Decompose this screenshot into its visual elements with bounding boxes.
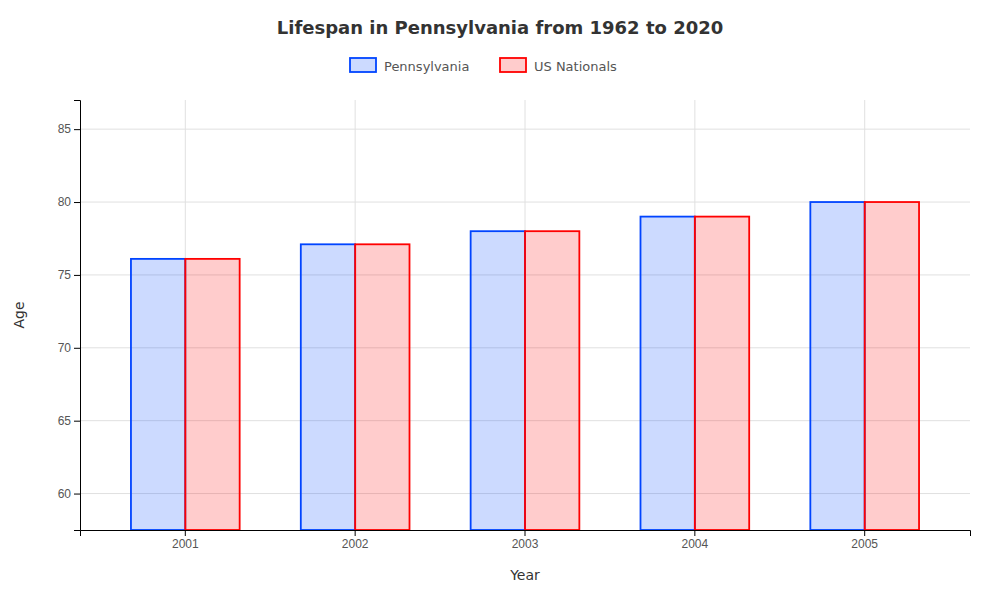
y-tick: 70 bbox=[58, 341, 80, 355]
y-tick-mark bbox=[74, 275, 80, 276]
legend-item: US Nationals bbox=[500, 58, 617, 74]
y-tick-mark bbox=[74, 202, 80, 203]
bar bbox=[355, 244, 409, 530]
x-tick: 2005 bbox=[851, 530, 878, 551]
x-tick-mark bbox=[355, 530, 356, 536]
x-axis: 2001 2002 2003 2004 2005 bbox=[81, 530, 971, 551]
y-tick: 60 bbox=[58, 487, 80, 501]
x-tick: 2001 bbox=[172, 530, 199, 551]
y-tick-label: 85 bbox=[58, 122, 72, 136]
legend-label: US Nationals bbox=[534, 59, 617, 74]
x-tick-mark bbox=[864, 530, 865, 536]
legend-swatch bbox=[350, 58, 376, 72]
legend-swatch bbox=[500, 58, 526, 72]
x-axis-title: Year bbox=[509, 567, 540, 583]
x-tick-label: 2003 bbox=[512, 537, 539, 551]
bar bbox=[525, 231, 579, 530]
y-tick-label: 60 bbox=[58, 487, 72, 501]
y-tick-label: 80 bbox=[58, 195, 72, 209]
x-tick: 2004 bbox=[681, 530, 708, 551]
y-axis: 60 65 70 75 80 85 bbox=[58, 101, 81, 531]
y-tick: 85 bbox=[58, 122, 80, 136]
grid bbox=[80, 100, 970, 530]
chart-svg: 2001 2002 2003 2004 2005 60 65 70 75 80 85 Year Age L… bbox=[0, 0, 1000, 600]
plot: 2001 2002 2003 2004 2005 60 65 70 75 80 85 bbox=[58, 100, 971, 551]
x-tick: 2002 bbox=[342, 530, 369, 551]
y-tick-mark bbox=[74, 494, 80, 495]
y-axis-title: Age bbox=[11, 301, 27, 328]
bar bbox=[131, 259, 185, 530]
bar-series bbox=[185, 202, 919, 530]
y-tick-label: 65 bbox=[58, 414, 72, 428]
x-tick-label: 2004 bbox=[681, 537, 708, 551]
legend-item: Pennsylvania bbox=[350, 58, 469, 74]
y-tick: 75 bbox=[58, 268, 80, 282]
bar bbox=[301, 244, 355, 530]
y-tick: 65 bbox=[58, 414, 80, 428]
y-tick-mark bbox=[74, 421, 80, 422]
x-tick-label: 2001 bbox=[172, 537, 199, 551]
x-tick-label: 2005 bbox=[851, 537, 878, 551]
x-tick: 2003 bbox=[512, 530, 539, 551]
y-tick-mark bbox=[74, 129, 80, 130]
x-tick-mark bbox=[525, 530, 526, 536]
bars bbox=[131, 202, 919, 530]
bar bbox=[640, 217, 694, 530]
chart-container: 2001 2002 2003 2004 2005 60 65 70 75 80 85 Year Age L… bbox=[0, 0, 1000, 600]
x-tick-label: 2002 bbox=[342, 537, 369, 551]
title: Lifespan in Pennsylvania from 1962 to 20… bbox=[277, 17, 723, 38]
y-tick-mark bbox=[74, 348, 80, 349]
legend: Pennsylvania US Nationals bbox=[350, 58, 617, 74]
x-tick-mark bbox=[185, 530, 186, 536]
bar bbox=[471, 231, 525, 530]
bar bbox=[810, 202, 864, 530]
bar-series bbox=[131, 202, 865, 530]
y-tick-label: 75 bbox=[58, 268, 72, 282]
bar bbox=[185, 259, 239, 530]
x-axis-line bbox=[81, 531, 971, 537]
y-tick: 80 bbox=[58, 195, 80, 209]
x-tick-mark bbox=[694, 530, 695, 536]
y-axis-line bbox=[74, 101, 81, 531]
y-tick-label: 70 bbox=[58, 341, 72, 355]
legend-label: Pennsylvania bbox=[384, 59, 469, 74]
bar bbox=[865, 202, 919, 530]
bar bbox=[695, 217, 749, 530]
